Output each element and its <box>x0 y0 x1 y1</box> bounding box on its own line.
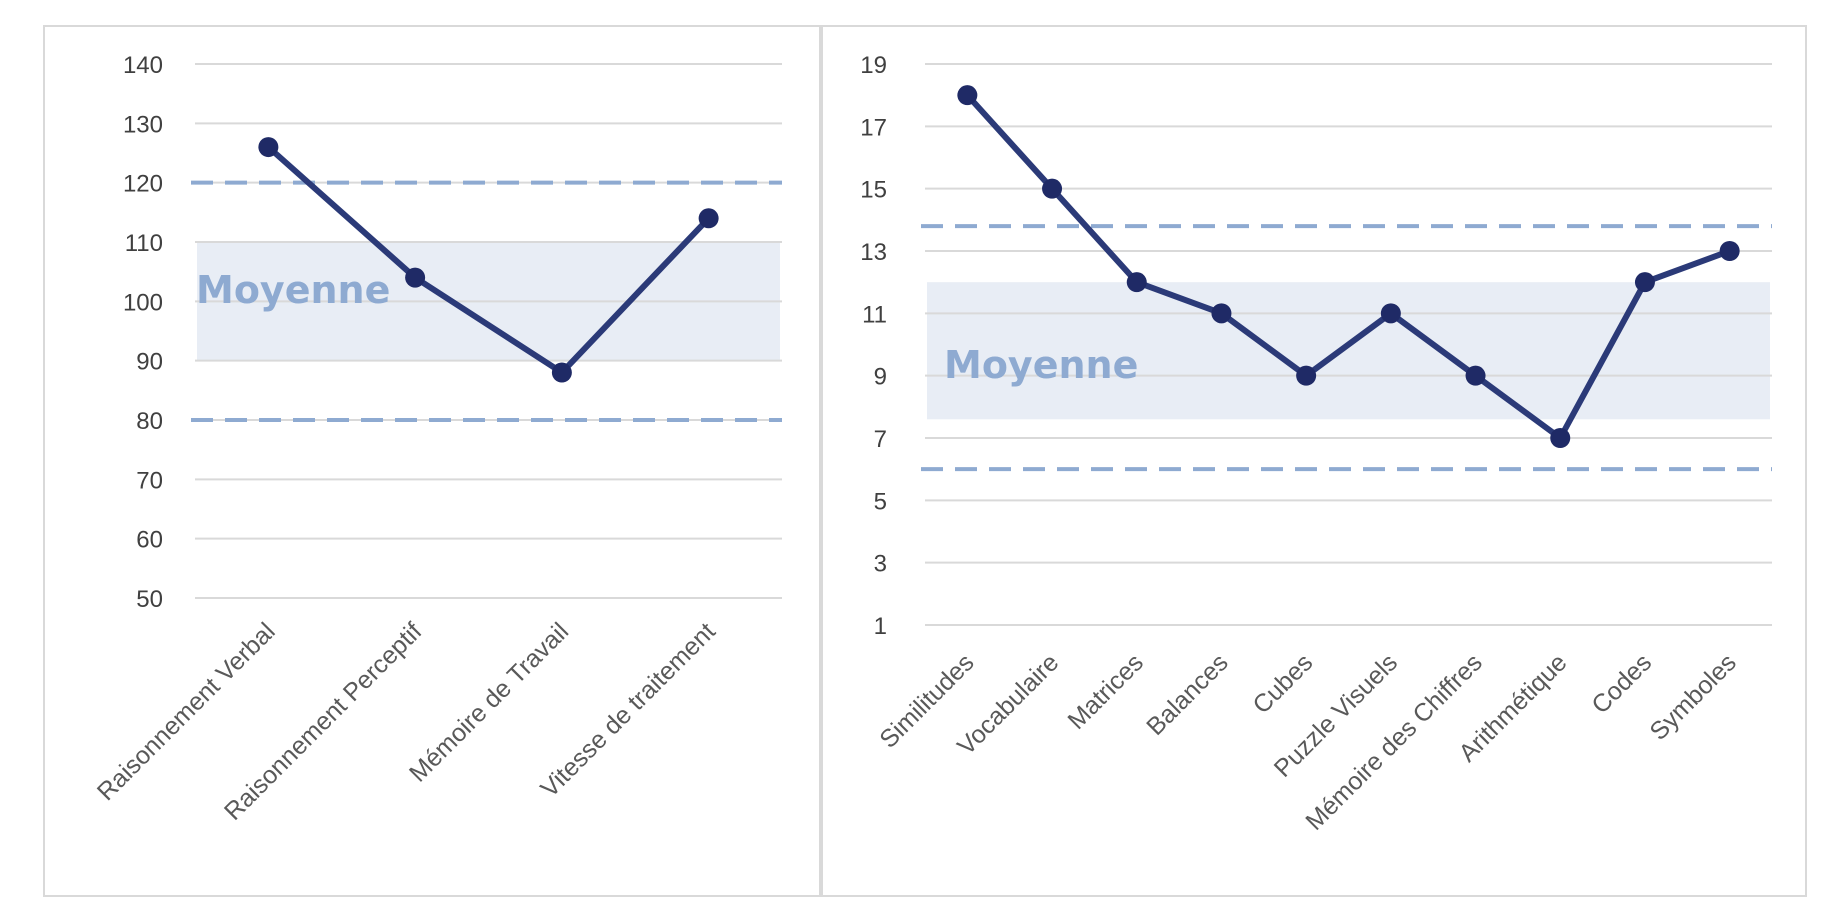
left-chart-panel <box>43 25 821 897</box>
band-label: Moyenne <box>944 343 1138 387</box>
y-tick-label: 17 <box>860 114 887 141</box>
y-tick-label: 90 <box>136 349 163 376</box>
y-tick-label: 5 <box>874 488 887 515</box>
data-point <box>551 362 572 383</box>
y-tick-label: 70 <box>136 467 163 494</box>
right-chart-panel <box>821 25 1807 897</box>
data-point <box>1296 365 1317 386</box>
data-point <box>1634 272 1655 293</box>
series-line <box>965 93 1731 441</box>
y-tick-label: 7 <box>874 426 887 453</box>
y-tick-label: 100 <box>123 289 163 316</box>
data-point <box>1550 428 1571 448</box>
y-tick-label: 15 <box>860 177 887 204</box>
data-point <box>1042 178 1063 199</box>
y-tick-label: 9 <box>874 364 887 391</box>
y-tick-label: 110 <box>125 230 163 257</box>
data-point <box>1380 303 1401 324</box>
y-tick-label: 120 <box>123 171 163 198</box>
y-tick-label: 1 <box>874 613 887 640</box>
data-point <box>1126 272 1147 293</box>
band-label: Moyenne <box>196 268 390 312</box>
y-tick-label: 130 <box>123 111 163 138</box>
y-tick-label: 13 <box>860 239 887 266</box>
data-point <box>1211 303 1232 324</box>
data-point <box>405 267 426 288</box>
y-tick-label: 11 <box>862 301 887 328</box>
series-line <box>266 144 711 376</box>
y-tick-label: 60 <box>136 527 163 554</box>
y-tick-label: 19 <box>860 52 887 79</box>
data-point <box>258 137 279 158</box>
y-tick-label: 80 <box>136 408 163 435</box>
y-tick-label: 50 <box>136 586 163 613</box>
data-point <box>957 85 978 106</box>
data-point <box>698 208 719 229</box>
data-point <box>1465 365 1486 386</box>
data-point <box>1719 241 1740 261</box>
y-tick-label: 140 <box>123 52 163 79</box>
y-tick-label: 3 <box>874 551 887 578</box>
